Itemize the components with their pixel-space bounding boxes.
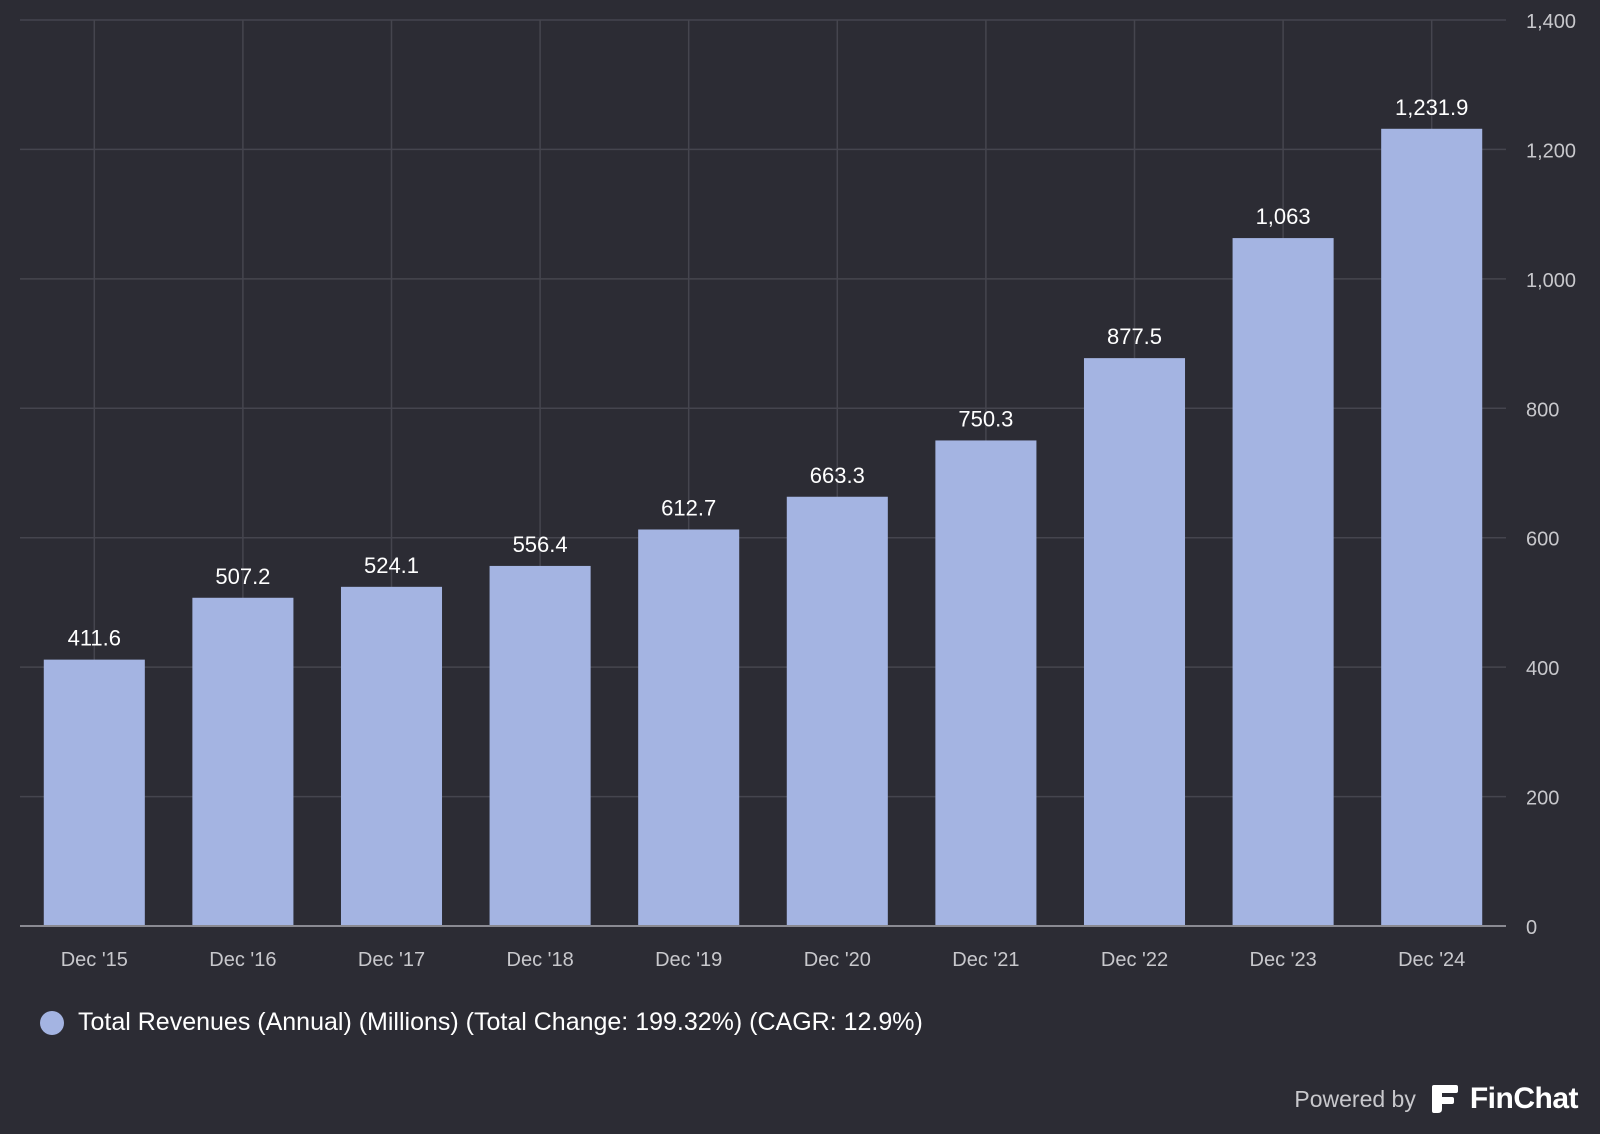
legend-label: Total Revenues (Annual) (Millions) (Tota…: [78, 1008, 923, 1036]
bar-value-label: 750.3: [958, 406, 1013, 431]
finchat-logo-icon: [1431, 1085, 1458, 1113]
bar[interactable]: [43, 659, 145, 926]
bar[interactable]: [192, 597, 294, 926]
bar-value-label: 663.3: [810, 463, 865, 488]
y-tick-label: 600: [1526, 529, 1559, 551]
bar-value-label: 556.4: [513, 532, 568, 557]
x-tick-label: Dec '19: [655, 949, 722, 971]
y-tick-label: 1,000: [1526, 270, 1576, 292]
legend-marker-icon: [40, 1010, 64, 1035]
powered-by-branding[interactable]: Powered by FinChat: [1294, 1082, 1578, 1116]
bar-layer: [43, 128, 1483, 926]
x-tick-label: Dec '17: [358, 949, 425, 971]
x-tick-label: Dec '20: [804, 949, 871, 971]
bar-value-label: 507.2: [215, 564, 270, 589]
x-tick-label: Dec '23: [1250, 949, 1317, 971]
x-tick-label: Dec '18: [507, 949, 574, 971]
bar[interactable]: [935, 440, 1037, 926]
bar[interactable]: [786, 496, 888, 926]
x-tick-label: Dec '22: [1101, 949, 1168, 971]
axis-layer: 0 200 400 600 800 1,000 1,200 1,400 Dec '15 Dec '…: [20, 11, 1576, 971]
bar[interactable]: [1083, 358, 1186, 926]
label-layer: 411.6 507.2 524.1 556.4 612.7 663.3 750.3 877.5…: [68, 95, 1469, 651]
x-tick-label: Dec '16: [209, 949, 276, 971]
bar-value-label: 411.6: [68, 626, 121, 651]
finchat-brand-name: FinChat: [1469, 1082, 1579, 1115]
x-tick-label: Dec '24: [1398, 949, 1465, 971]
bar-value-label: 524.1: [364, 553, 419, 578]
y-tick-label: 200: [1526, 788, 1559, 810]
x-tick-label: Dec '15: [61, 949, 128, 971]
bar[interactable]: [340, 586, 443, 926]
bar-value-label: 877.5: [1107, 324, 1162, 349]
bar-value-label: 1,063: [1256, 204, 1311, 229]
y-tick-label: 400: [1526, 658, 1559, 680]
y-tick-label: 800: [1526, 399, 1559, 421]
bar[interactable]: [489, 565, 591, 926]
legend[interactable]: Total Revenues (Annual) (Millions) (Tota…: [40, 1008, 923, 1037]
y-tick-label: 1,400: [1526, 11, 1576, 33]
y-tick-label: 1,200: [1526, 140, 1576, 162]
bar-value-label: 1,231.9: [1395, 95, 1468, 120]
bar[interactable]: [638, 529, 740, 926]
bar-value-label: 612.7: [661, 495, 716, 520]
bar[interactable]: [1381, 128, 1483, 926]
x-tick-label: Dec '21: [952, 949, 1019, 971]
y-tick-label: 0: [1526, 917, 1537, 939]
bar[interactable]: [1232, 238, 1334, 926]
powered-by-text: Powered by: [1294, 1085, 1416, 1112]
